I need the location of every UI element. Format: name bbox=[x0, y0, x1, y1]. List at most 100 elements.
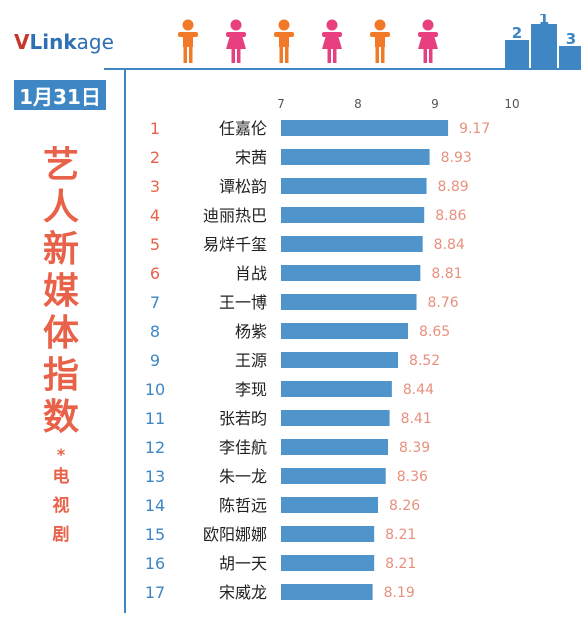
x-tick-label: 7 bbox=[277, 97, 285, 111]
rank-label: 10 bbox=[145, 380, 165, 399]
value-label: 8.26 bbox=[389, 498, 420, 514]
brand-logo-age: age bbox=[76, 30, 114, 54]
title-char: 指 bbox=[42, 355, 79, 396]
brand-logo-v: V bbox=[14, 30, 30, 54]
value-label: 8.39 bbox=[399, 440, 430, 456]
category-label: 易烊千玺 bbox=[203, 235, 267, 254]
rank-label: 11 bbox=[145, 409, 165, 428]
top-divider bbox=[104, 68, 571, 70]
rank-label: 8 bbox=[150, 322, 160, 341]
title-char: 艺 bbox=[42, 145, 79, 186]
category-label: 朱一龙 bbox=[219, 467, 267, 486]
subtitle-char: 视 bbox=[52, 496, 70, 516]
bar bbox=[281, 265, 421, 281]
title-char: 新 bbox=[42, 229, 79, 270]
female-person-icon bbox=[226, 19, 246, 63]
value-label: 8.89 bbox=[438, 179, 469, 195]
rank-label: 16 bbox=[145, 554, 165, 573]
bar bbox=[281, 584, 373, 600]
bar bbox=[281, 439, 389, 455]
value-label: 8.19 bbox=[384, 585, 415, 601]
title-asterisk: * bbox=[56, 445, 66, 464]
subtitle-char: 剧 bbox=[52, 525, 70, 545]
male-person-icon bbox=[370, 19, 390, 63]
rank-label: 7 bbox=[150, 293, 160, 312]
rank-label: 13 bbox=[145, 467, 165, 486]
bar bbox=[281, 497, 379, 513]
category-label: 王源 bbox=[235, 351, 267, 370]
value-label: 8.65 bbox=[419, 324, 450, 340]
left-divider bbox=[124, 68, 126, 613]
bar bbox=[281, 236, 423, 252]
podium-icon: 2 1 3 bbox=[505, 14, 581, 70]
category-label: 李佳航 bbox=[219, 438, 267, 457]
value-label: 9.17 bbox=[459, 121, 490, 137]
bar bbox=[281, 352, 399, 368]
chart-title: 艺 人 新 媒 体 指 数 * 电 视 剧 bbox=[28, 145, 94, 550]
female-person-icon bbox=[322, 19, 342, 63]
bar bbox=[281, 410, 390, 426]
rank-label: 17 bbox=[145, 583, 165, 602]
category-label: 王一博 bbox=[219, 293, 267, 312]
podium-label-1: 1 bbox=[539, 14, 549, 28]
bar bbox=[281, 323, 409, 339]
podium-label-2: 2 bbox=[512, 24, 522, 42]
subtitle-char: 电 bbox=[52, 467, 70, 487]
value-label: 8.86 bbox=[435, 208, 466, 224]
rank-label: 1 bbox=[150, 119, 160, 138]
date-badge: 1月31日 bbox=[14, 80, 106, 110]
rank-label: 15 bbox=[145, 525, 165, 544]
value-label: 8.81 bbox=[431, 266, 462, 282]
category-label: 胡一天 bbox=[219, 554, 267, 573]
x-tick-label: 8 bbox=[354, 97, 362, 111]
bar bbox=[281, 468, 386, 484]
value-label: 8.44 bbox=[403, 382, 434, 398]
bar bbox=[281, 555, 375, 571]
value-label: 8.41 bbox=[401, 411, 432, 427]
brand-logo: VLinkage bbox=[14, 30, 114, 54]
rank-label: 5 bbox=[150, 235, 160, 254]
value-label: 8.21 bbox=[385, 527, 416, 543]
value-label: 8.84 bbox=[434, 237, 465, 253]
title-char: 媒 bbox=[42, 271, 79, 312]
x-tick-label: 10 bbox=[504, 97, 519, 111]
male-person-icon bbox=[274, 19, 294, 63]
rank-label: 3 bbox=[150, 177, 160, 196]
brand-logo-link: Link bbox=[29, 30, 77, 54]
bar bbox=[281, 149, 430, 165]
category-label: 杨紫 bbox=[235, 322, 267, 341]
category-label: 肖战 bbox=[235, 264, 267, 283]
bar bbox=[281, 526, 375, 542]
category-label: 宋茜 bbox=[235, 148, 267, 167]
category-label: 迪丽热巴 bbox=[203, 206, 267, 225]
value-label: 8.93 bbox=[441, 150, 472, 166]
female-person-icon bbox=[418, 19, 438, 63]
title-char: 人 bbox=[42, 187, 79, 228]
rank-label: 12 bbox=[145, 438, 165, 457]
rank-label: 2 bbox=[150, 148, 160, 167]
rank-label: 9 bbox=[150, 351, 160, 370]
category-label: 陈哲远 bbox=[219, 496, 267, 515]
category-label: 宋威龙 bbox=[219, 583, 267, 602]
bar bbox=[281, 381, 392, 397]
category-label: 谭松韵 bbox=[219, 177, 267, 196]
category-label: 李现 bbox=[235, 380, 267, 399]
rank-label: 4 bbox=[150, 206, 160, 225]
bar bbox=[281, 120, 449, 136]
category-label: 任嘉伦 bbox=[219, 119, 267, 138]
rank-label: 14 bbox=[145, 496, 165, 515]
podium-label-3: 3 bbox=[566, 30, 576, 48]
title-char: 数 bbox=[42, 397, 79, 438]
rank-label: 6 bbox=[150, 264, 160, 283]
x-tick-label: 9 bbox=[431, 97, 439, 111]
value-label: 8.76 bbox=[428, 295, 459, 311]
value-label: 8.36 bbox=[397, 469, 428, 485]
bar bbox=[281, 207, 425, 223]
people-icons bbox=[178, 19, 438, 63]
bar bbox=[281, 178, 427, 194]
category-label: 欧阳娜娜 bbox=[203, 525, 267, 544]
category-label: 张若昀 bbox=[219, 409, 267, 428]
bar bbox=[281, 294, 417, 310]
title-char: 体 bbox=[42, 313, 79, 354]
